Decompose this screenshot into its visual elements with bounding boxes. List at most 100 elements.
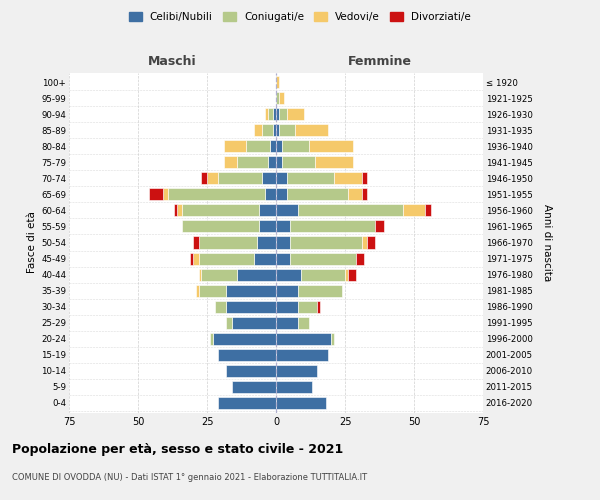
Bar <box>314 156 353 168</box>
Bar <box>265 108 268 120</box>
Bar <box>295 124 328 136</box>
Bar <box>287 108 304 120</box>
Y-axis label: Anni di nascita: Anni di nascita <box>542 204 553 281</box>
Bar <box>276 252 290 264</box>
Bar <box>199 236 257 248</box>
Bar <box>199 284 226 296</box>
Bar <box>257 236 276 248</box>
Text: Maschi: Maschi <box>148 54 197 68</box>
Bar <box>276 172 287 184</box>
Bar <box>276 284 298 296</box>
Bar <box>290 220 376 232</box>
Bar <box>287 188 348 200</box>
Bar <box>210 332 212 344</box>
Bar <box>245 140 271 152</box>
Bar <box>199 252 254 264</box>
Bar <box>276 188 287 200</box>
Bar <box>215 300 226 312</box>
Bar <box>273 124 276 136</box>
Bar <box>193 236 199 248</box>
Bar <box>259 204 276 216</box>
Bar <box>425 204 431 216</box>
Bar <box>309 140 353 152</box>
Bar <box>362 172 367 184</box>
Bar <box>403 204 425 216</box>
Bar <box>290 252 356 264</box>
Bar <box>276 349 328 361</box>
Bar <box>149 188 163 200</box>
Bar <box>268 156 276 168</box>
Bar <box>348 188 362 200</box>
Bar <box>356 252 364 264</box>
Bar <box>232 316 276 328</box>
Bar <box>276 220 290 232</box>
Bar <box>262 124 273 136</box>
Bar <box>334 172 362 184</box>
Bar <box>218 397 276 409</box>
Bar <box>362 236 367 248</box>
Bar <box>276 236 290 248</box>
Bar <box>348 268 356 280</box>
Bar <box>273 108 276 120</box>
Bar <box>271 140 276 152</box>
Bar <box>182 204 259 216</box>
Bar <box>279 108 287 120</box>
Bar <box>262 172 276 184</box>
Bar <box>298 300 317 312</box>
Bar <box>376 220 383 232</box>
Bar <box>254 252 276 264</box>
Bar <box>199 268 202 280</box>
Bar <box>212 332 276 344</box>
Bar <box>345 268 348 280</box>
Bar <box>276 140 281 152</box>
Bar <box>265 188 276 200</box>
Bar <box>226 284 276 296</box>
Y-axis label: Fasce di età: Fasce di età <box>27 212 37 274</box>
Bar <box>176 204 182 216</box>
Bar <box>163 188 169 200</box>
Bar <box>279 92 284 104</box>
Bar <box>218 349 276 361</box>
Bar <box>298 284 342 296</box>
Bar <box>190 252 193 264</box>
Bar <box>226 365 276 377</box>
Bar <box>331 332 334 344</box>
Text: COMUNE DI OVODDA (NU) - Dati ISTAT 1° gennaio 2021 - Elaborazione TUTTITALIA.IT: COMUNE DI OVODDA (NU) - Dati ISTAT 1° ge… <box>12 472 367 482</box>
Bar <box>276 397 326 409</box>
Bar <box>193 252 199 264</box>
Bar <box>281 140 309 152</box>
Bar <box>276 92 279 104</box>
Bar <box>224 140 245 152</box>
Bar <box>298 316 309 328</box>
Bar <box>218 172 262 184</box>
Bar <box>276 76 279 88</box>
Bar <box>169 188 265 200</box>
Text: Femmine: Femmine <box>347 54 412 68</box>
Bar <box>259 220 276 232</box>
Bar <box>276 204 298 216</box>
Bar <box>226 316 232 328</box>
Bar <box>238 268 276 280</box>
Bar <box>182 220 259 232</box>
Bar <box>174 204 176 216</box>
Bar <box>281 156 314 168</box>
Bar <box>224 156 238 168</box>
Bar <box>276 108 279 120</box>
Bar <box>202 172 207 184</box>
Bar <box>196 284 199 296</box>
Bar <box>276 124 279 136</box>
Bar <box>254 124 262 136</box>
Bar <box>367 236 376 248</box>
Bar <box>362 188 367 200</box>
Bar <box>268 108 273 120</box>
Bar <box>279 124 295 136</box>
Bar <box>298 204 403 216</box>
Bar <box>238 156 268 168</box>
Bar <box>276 381 312 393</box>
Bar <box>202 268 238 280</box>
Bar <box>290 236 362 248</box>
Bar <box>226 300 276 312</box>
Bar <box>232 381 276 393</box>
Bar <box>276 300 298 312</box>
Bar <box>276 365 317 377</box>
